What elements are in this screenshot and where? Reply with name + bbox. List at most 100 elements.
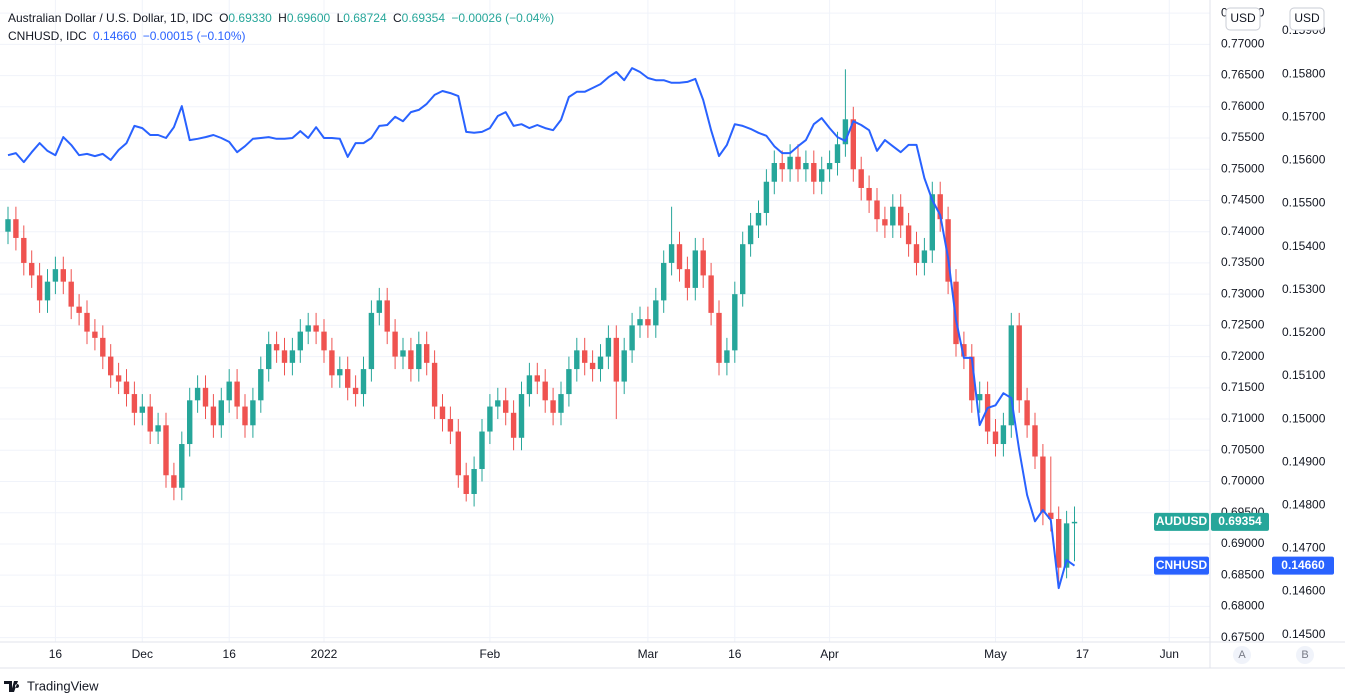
- candle-body: [921, 250, 928, 263]
- legend-change: −0.00026 (−0.04%): [451, 11, 555, 25]
- candle-body: [273, 344, 280, 351]
- candle-body: [179, 444, 185, 488]
- candle-body: [384, 300, 390, 332]
- candle-body: [668, 244, 675, 263]
- unit-box[interactable]: [1289, 7, 1325, 31]
- scale-button-label[interactable]: A: [1238, 649, 1246, 661]
- candle-body: [1000, 425, 1007, 445]
- candle-body: [431, 362, 438, 407]
- candle-body: [1024, 400, 1030, 426]
- y2-tick-label: 0.15200: [1282, 325, 1326, 339]
- candle-body: [811, 162, 817, 182]
- candle-body: [258, 369, 264, 401]
- candle-body: [447, 419, 454, 432]
- x-tick-label: Feb: [480, 647, 501, 661]
- candle-body: [1056, 518, 1062, 568]
- candle-body: [360, 369, 367, 395]
- y2-tick-label: 0.15000: [1282, 411, 1326, 425]
- candle-body: [803, 162, 809, 170]
- candle-body: [242, 406, 248, 426]
- candle-body: [566, 369, 572, 395]
- candle-body: [992, 431, 999, 445]
- candle-body: [439, 406, 446, 420]
- candle-body: [218, 400, 224, 426]
- y-tick-label: 0.75000: [1221, 161, 1265, 175]
- candle-body: [131, 394, 138, 413]
- candle-body: [732, 294, 738, 351]
- candle-body: [542, 381, 548, 401]
- y2-tick-label: 0.15100: [1282, 368, 1326, 382]
- candle-body: [716, 312, 722, 363]
- candle-body: [819, 169, 825, 182]
- y-tick-label: 0.70000: [1221, 474, 1265, 488]
- candle-body: [558, 394, 564, 413]
- x-tick-label: Mar: [638, 647, 659, 661]
- x-tick-label: May: [984, 647, 1007, 661]
- candle-body: [84, 312, 90, 332]
- candle-body: [692, 250, 698, 288]
- candle-body: [637, 319, 643, 326]
- candle-body: [605, 337, 612, 357]
- candle-body: [329, 350, 335, 376]
- y2-tick-label: 0.15300: [1282, 282, 1326, 296]
- candle-body: [234, 381, 240, 407]
- candle-body: [961, 344, 967, 357]
- y-tick-label: 0.73000: [1221, 286, 1265, 300]
- candle-body: [139, 406, 145, 413]
- candle-body: [890, 206, 896, 226]
- branding: TradingView: [27, 678, 99, 693]
- legend-main: Australian Dollar / U.S. Dollar, 1D, IDC…: [8, 11, 557, 25]
- candle-body: [13, 219, 19, 238]
- price-label-value: 0.14660: [1281, 558, 1325, 572]
- y-tick-label: 0.75500: [1221, 130, 1265, 144]
- candle-body: [898, 206, 904, 226]
- legend-overlay-title: CNHUSD, IDC: [8, 29, 87, 43]
- candle-body: [44, 281, 51, 301]
- candle-body: [68, 281, 74, 307]
- candle-body: [100, 337, 106, 357]
- y-tick-label: 0.69000: [1221, 536, 1265, 550]
- candle-body: [826, 162, 833, 170]
- candle-body: [187, 400, 193, 445]
- y2-tick-label: 0.15400: [1282, 239, 1326, 253]
- candle-body: [226, 381, 232, 401]
- legend-title: Australian Dollar / U.S. Dollar, 1D, IDC: [8, 11, 213, 25]
- unit-box[interactable]: [1225, 7, 1261, 31]
- plot-area: [5, 67, 1078, 590]
- price-label-value-box: [1211, 512, 1269, 531]
- candle-body: [984, 394, 991, 432]
- candle-body: [582, 350, 588, 363]
- y2-tick-label: 0.15800: [1282, 66, 1326, 80]
- candle-body: [337, 369, 343, 376]
- candle-body: [613, 337, 619, 382]
- candle-body: [929, 194, 935, 251]
- candle-body: [1016, 325, 1022, 401]
- candle-body: [1008, 325, 1014, 426]
- candle-body: [368, 312, 375, 370]
- candle-body: [487, 406, 493, 432]
- candle-body: [834, 144, 841, 163]
- candle-body: [266, 344, 272, 370]
- legend-overlay: CNHUSD, IDC 0.14660 −0.00015 (−0.10%): [8, 29, 249, 43]
- candle-body: [945, 219, 951, 282]
- price-label-value-box: [1272, 556, 1334, 575]
- candle-body: [653, 300, 659, 326]
- candle-body: [574, 350, 580, 370]
- scale-button-label[interactable]: B: [1301, 649, 1308, 661]
- scale-button[interactable]: [1296, 646, 1314, 664]
- candle-body: [1032, 425, 1038, 457]
- x-tick-label: Apr: [820, 647, 839, 661]
- scale-button[interactable]: [1233, 646, 1251, 664]
- candle-body: [52, 269, 59, 282]
- axes: 0.675000.680000.685000.690000.695000.700…: [0, 0, 1345, 669]
- candle-body: [779, 162, 785, 170]
- candle-body: [866, 187, 872, 201]
- candle-body: [408, 350, 414, 370]
- candle-body: [1071, 521, 1078, 524]
- price-label-name-box: [1154, 512, 1209, 531]
- y-tick-label: 0.70500: [1221, 442, 1265, 456]
- candle-body: [171, 475, 177, 488]
- y-tick-label: 0.71000: [1221, 411, 1265, 425]
- candle-body: [297, 331, 303, 351]
